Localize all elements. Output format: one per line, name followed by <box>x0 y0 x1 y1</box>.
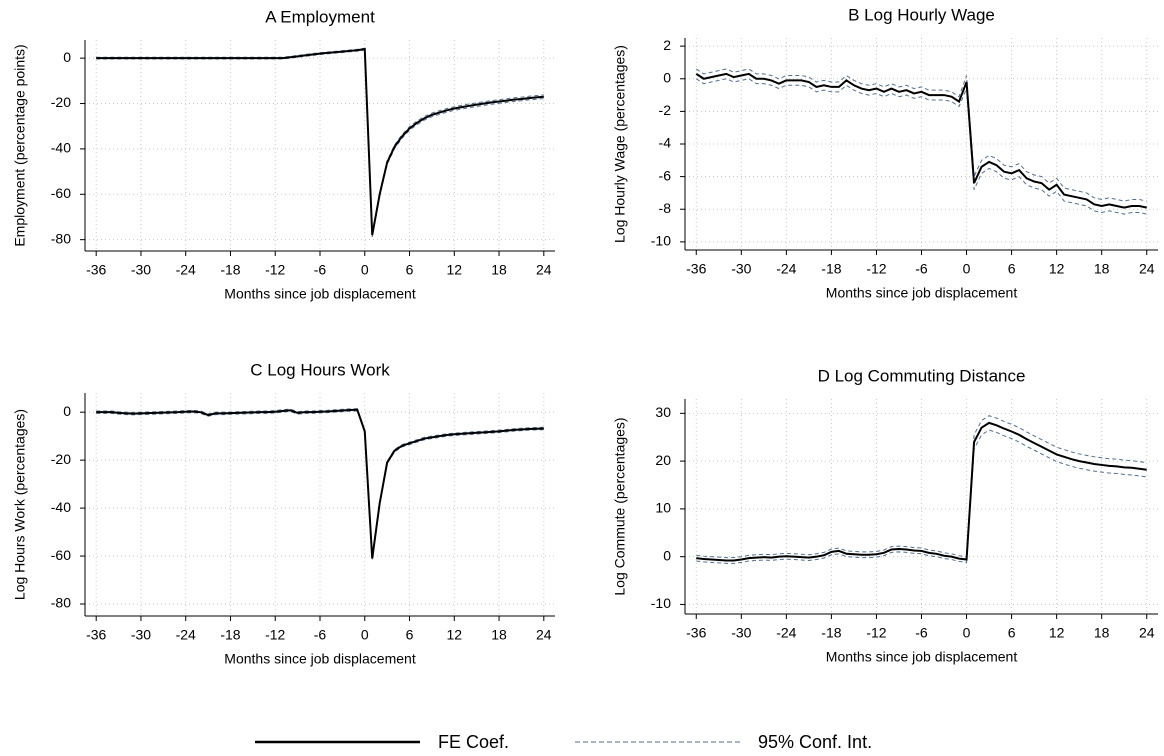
y-tick-label: -80 <box>51 230 71 246</box>
x-tick-label: 12 <box>446 627 462 643</box>
x-tick-label: -36 <box>686 261 706 277</box>
chart-title: C Log Hours Work <box>250 360 390 379</box>
chart-title: B Log Hourly Wage <box>848 5 995 24</box>
y-tick-label: -8 <box>659 200 672 216</box>
x-tick-label: -18 <box>821 261 841 277</box>
x-tick-label: 6 <box>406 262 414 278</box>
chart-title: A Employment <box>265 7 375 26</box>
x-tick-label: 24 <box>536 627 552 643</box>
x-tick-label: 18 <box>491 627 507 643</box>
x-tick-label: 18 <box>1094 625 1110 641</box>
legend-label: 95% Conf. Int. <box>758 732 872 752</box>
x-tick-label: 18 <box>1094 261 1110 277</box>
x-tick-label: -24 <box>776 261 796 277</box>
x-tick-label: -12 <box>265 627 285 643</box>
x-tick-label: 12 <box>1049 261 1065 277</box>
x-tick-label: -6 <box>314 262 327 278</box>
y-axis-label: Log Commute (percentages) <box>612 417 628 595</box>
x-tick-label: -18 <box>220 262 240 278</box>
x-tick-label: -12 <box>866 261 886 277</box>
x-axis-label: Months since job displacement <box>224 651 416 667</box>
x-tick-label: 12 <box>446 262 462 278</box>
x-tick-label: -6 <box>915 625 928 641</box>
x-tick-label: 24 <box>536 262 552 278</box>
x-tick-label: 24 <box>1139 261 1155 277</box>
x-tick-label: 0 <box>963 261 971 277</box>
y-tick-label: -60 <box>51 185 71 201</box>
ci-line <box>96 408 544 558</box>
x-axis-label: Months since job displacement <box>826 285 1018 301</box>
coef-line <box>695 72 1147 209</box>
x-tick-label: 6 <box>1008 625 1016 641</box>
y-tick-label: 30 <box>655 404 671 420</box>
x-axis-label: Months since job displacement <box>224 286 416 302</box>
x-tick-label: -30 <box>131 262 151 278</box>
y-tick-label: -4 <box>659 135 672 151</box>
y-tick-label: -20 <box>51 94 71 110</box>
x-tick-label: -30 <box>131 627 151 643</box>
x-tick-label: 6 <box>406 627 414 643</box>
x-tick-label: 0 <box>361 262 369 278</box>
y-tick-label: -10 <box>651 233 671 249</box>
x-tick-label: -30 <box>731 261 751 277</box>
y-axis-label: Log Hours Work (percentages) <box>12 409 28 600</box>
x-tick-label: 0 <box>963 625 971 641</box>
x-tick-label: -6 <box>314 627 327 643</box>
y-tick-label: -20 <box>51 451 71 467</box>
x-tick-label: 18 <box>491 262 507 278</box>
x-tick-label: 6 <box>1008 261 1016 277</box>
y-tick-label: -10 <box>651 595 671 611</box>
x-tick-label: -12 <box>265 262 285 278</box>
y-tick-label: 2 <box>663 37 671 53</box>
y-tick-label: 0 <box>63 49 71 65</box>
x-tick-label: -24 <box>776 625 796 641</box>
x-tick-label: -18 <box>220 627 240 643</box>
x-tick-label: -36 <box>686 625 706 641</box>
x-tick-label: 24 <box>1139 625 1155 641</box>
x-tick-label: -6 <box>915 261 928 277</box>
y-tick-label: -40 <box>51 140 71 156</box>
x-tick-label: -36 <box>86 262 106 278</box>
coef-line <box>696 421 1147 562</box>
y-tick-label: 10 <box>655 500 671 516</box>
legend-label: FE Coef. <box>438 732 509 752</box>
x-tick-label: -18 <box>821 625 841 641</box>
ci-line <box>696 415 1147 559</box>
x-tick-label: 0 <box>361 627 369 643</box>
y-tick-label: 0 <box>663 69 671 85</box>
ci-line <box>695 78 1147 215</box>
x-tick-label: -30 <box>731 625 751 641</box>
x-tick-label: -24 <box>176 262 196 278</box>
y-tick-label: 0 <box>63 403 71 419</box>
x-tick-label: -12 <box>866 625 886 641</box>
y-tick-label: 20 <box>655 452 671 468</box>
y-axis-label: Log Hourly Wage (percentages) <box>612 45 628 243</box>
x-axis-label: Months since job displacement <box>826 649 1018 665</box>
ci-line <box>695 68 1147 202</box>
y-tick-label: -2 <box>659 102 672 118</box>
x-tick-label: 12 <box>1049 625 1065 641</box>
x-tick-label: -24 <box>176 627 196 643</box>
y-tick-label: -6 <box>659 167 672 183</box>
coef-line <box>96 47 544 236</box>
ci-line <box>96 410 544 560</box>
y-tick-label: 0 <box>663 547 671 563</box>
y-tick-label: -80 <box>51 595 71 611</box>
y-tick-label: -60 <box>51 547 71 563</box>
x-tick-label: -36 <box>86 627 106 643</box>
y-tick-label: -40 <box>51 499 71 515</box>
y-axis-label: Employment (percentage points) <box>12 44 28 246</box>
coef-line <box>96 408 544 559</box>
chart-title: D Log Commuting Distance <box>818 366 1026 385</box>
